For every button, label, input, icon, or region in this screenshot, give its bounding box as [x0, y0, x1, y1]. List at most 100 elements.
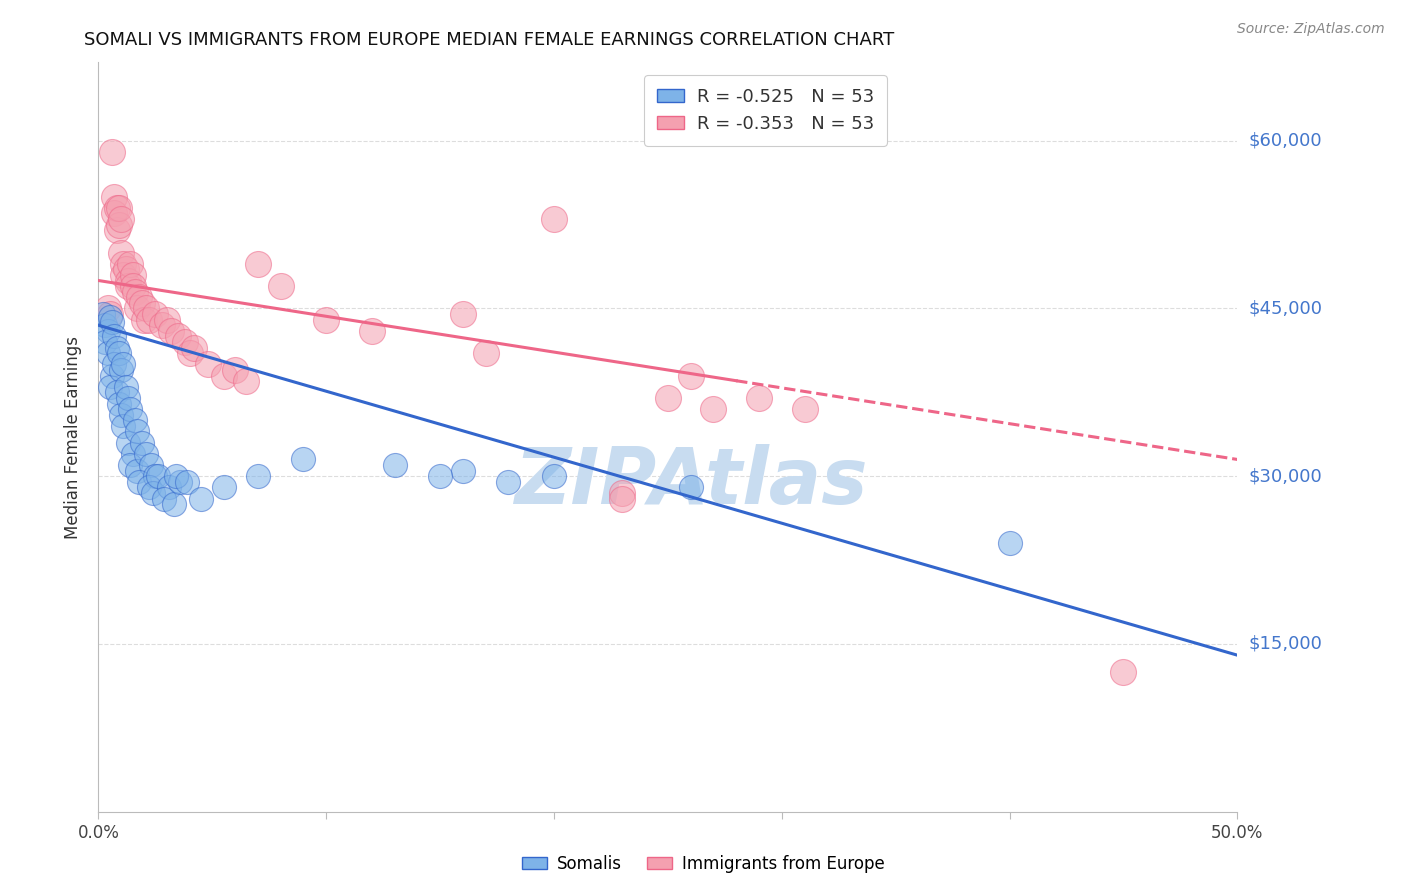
Point	[101, 315, 124, 329]
Point	[94, 334, 117, 349]
Text: $30,000: $30,000	[1249, 467, 1322, 485]
Point	[105, 341, 128, 355]
Point	[127, 464, 149, 478]
Point	[112, 418, 135, 433]
Point	[384, 458, 406, 472]
Point	[150, 318, 173, 333]
Point	[139, 458, 162, 472]
Point	[146, 469, 169, 483]
Point	[270, 279, 292, 293]
Point	[145, 469, 167, 483]
Point	[612, 491, 634, 506]
Point	[121, 268, 143, 282]
Point	[128, 290, 150, 304]
Point	[120, 458, 142, 472]
Point	[174, 334, 197, 349]
Text: $60,000: $60,000	[1249, 132, 1322, 150]
Point	[157, 480, 180, 494]
Point	[121, 447, 143, 461]
Point	[131, 435, 153, 450]
Point	[127, 301, 149, 316]
Point	[110, 363, 132, 377]
Point	[110, 212, 132, 227]
Point	[108, 218, 131, 232]
Point	[103, 329, 125, 343]
Point	[543, 212, 565, 227]
Point	[96, 301, 118, 316]
Point	[96, 324, 118, 338]
Legend: R = -0.525   N = 53, R = -0.353   N = 53: R = -0.525 N = 53, R = -0.353 N = 53	[644, 75, 887, 145]
Point	[98, 380, 121, 394]
Point	[105, 223, 128, 237]
Point	[117, 435, 139, 450]
Point	[145, 307, 167, 321]
Point	[167, 329, 190, 343]
Point	[114, 380, 136, 394]
Point	[108, 346, 131, 360]
Point	[98, 307, 121, 321]
Point	[138, 312, 160, 326]
Point	[98, 310, 121, 325]
Legend: Somalis, Immigrants from Europe: Somalis, Immigrants from Europe	[515, 848, 891, 880]
Point	[429, 469, 451, 483]
Point	[165, 469, 187, 483]
Point	[103, 189, 125, 203]
Text: SOMALI VS IMMIGRANTS FROM EUROPE MEDIAN FEMALE EARNINGS CORRELATION CHART: SOMALI VS IMMIGRANTS FROM EUROPE MEDIAN …	[84, 31, 894, 49]
Point	[153, 491, 176, 506]
Point	[108, 396, 131, 410]
Point	[127, 425, 149, 439]
Point	[121, 279, 143, 293]
Point	[498, 475, 520, 489]
Point	[998, 536, 1021, 550]
Text: ZIPAtlas: ZIPAtlas	[513, 444, 868, 520]
Point	[451, 464, 474, 478]
Point	[1112, 665, 1135, 679]
Point	[131, 296, 153, 310]
Point	[112, 268, 135, 282]
Point	[101, 368, 124, 383]
Point	[138, 480, 160, 494]
Point	[105, 201, 128, 215]
Point	[103, 206, 125, 220]
Point	[110, 245, 132, 260]
Point	[360, 324, 382, 338]
Point	[179, 346, 201, 360]
Point	[128, 475, 150, 489]
Point	[112, 358, 135, 372]
Point	[135, 301, 157, 316]
Point	[105, 385, 128, 400]
Point	[142, 486, 165, 500]
Point	[120, 402, 142, 417]
Point	[124, 413, 146, 427]
Point	[117, 279, 139, 293]
Point	[112, 257, 135, 271]
Point	[132, 312, 155, 326]
Point	[246, 257, 269, 271]
Point	[612, 486, 634, 500]
Point	[657, 391, 679, 405]
Point	[108, 201, 131, 215]
Point	[212, 368, 235, 383]
Point	[224, 363, 246, 377]
Point	[103, 358, 125, 372]
Point	[91, 307, 114, 321]
Y-axis label: Median Female Earnings: Median Female Earnings	[65, 335, 83, 539]
Point	[246, 469, 269, 483]
Point	[176, 475, 198, 489]
Point	[114, 262, 136, 277]
Point	[101, 145, 124, 159]
Point	[162, 497, 184, 511]
Point	[793, 402, 815, 417]
Point	[117, 391, 139, 405]
Text: Source: ZipAtlas.com: Source: ZipAtlas.com	[1237, 22, 1385, 37]
Point	[212, 480, 235, 494]
Point	[160, 324, 183, 338]
Point	[156, 312, 179, 326]
Point	[679, 368, 702, 383]
Point	[96, 346, 118, 360]
Text: $15,000: $15,000	[1249, 635, 1322, 653]
Point	[117, 273, 139, 287]
Point	[474, 346, 496, 360]
Point	[679, 480, 702, 494]
Point	[702, 402, 724, 417]
